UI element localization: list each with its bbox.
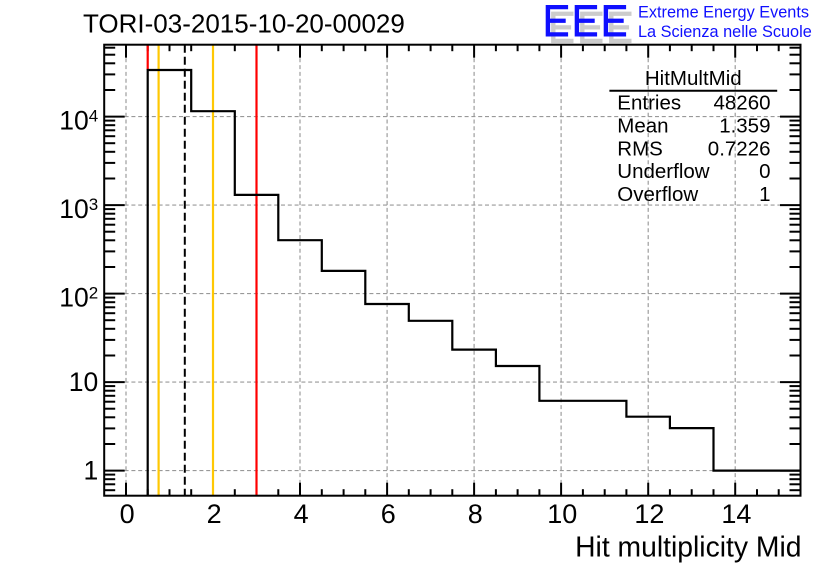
svg-text:4: 4 xyxy=(294,499,309,529)
svg-text:10: 10 xyxy=(69,367,98,397)
svg-text:8: 8 xyxy=(468,499,483,529)
svg-text:RMS: RMS xyxy=(617,137,663,160)
svg-text:1.359: 1.359 xyxy=(719,115,770,138)
svg-text:10: 10 xyxy=(547,499,577,529)
svg-text:14: 14 xyxy=(721,499,751,529)
svg-text:0: 0 xyxy=(759,160,770,183)
svg-text:0: 0 xyxy=(120,499,135,529)
svg-text:Extreme Energy Events: Extreme Energy Events xyxy=(638,4,809,22)
svg-text:1: 1 xyxy=(759,183,770,206)
svg-text:1: 1 xyxy=(83,455,98,485)
svg-text:12: 12 xyxy=(634,499,664,529)
svg-text:Entries: Entries xyxy=(617,92,681,115)
svg-text:2: 2 xyxy=(207,499,222,529)
svg-text:HitMultMid: HitMultMid xyxy=(645,67,742,90)
svg-text:Mean: Mean xyxy=(617,115,668,138)
svg-text:Underflow: Underflow xyxy=(617,160,709,183)
svg-text:Hit multiplicity Mid: Hit multiplicity Mid xyxy=(575,531,801,563)
svg-text:Overflow: Overflow xyxy=(617,183,698,206)
svg-text:TORI-03-2015-10-20-00029: TORI-03-2015-10-20-00029 xyxy=(83,9,405,39)
svg-text:0.7226: 0.7226 xyxy=(708,137,771,160)
svg-text:La Scienza nelle Scuole: La Scienza nelle Scuole xyxy=(638,23,812,41)
svg-text:6: 6 xyxy=(381,499,396,529)
svg-text:48260: 48260 xyxy=(713,92,770,115)
